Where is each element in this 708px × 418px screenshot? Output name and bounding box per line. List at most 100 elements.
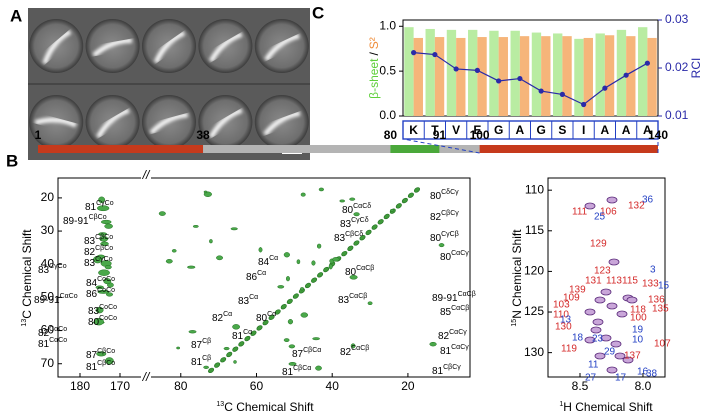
contour (103, 278, 112, 285)
peak-number: 81 (191, 357, 203, 368)
x-tick-label: A (516, 123, 525, 137)
label-text: C Chemical Shift (20, 229, 34, 319)
streak-line (208, 107, 243, 139)
peak-number: 80 (345, 267, 357, 278)
bar (553, 33, 563, 116)
peak-number: 80 (256, 313, 268, 324)
contour (268, 314, 275, 320)
contour (347, 245, 354, 251)
peak-number: 87 (191, 340, 203, 351)
peak-label: 103 (553, 300, 570, 311)
peak-label: 81Cβ (191, 355, 211, 367)
contour (214, 362, 221, 368)
contour (390, 209, 395, 212)
contour (203, 365, 209, 369)
peak-number: 86 (246, 272, 258, 283)
line-point (644, 60, 650, 66)
series-name: S² (367, 37, 381, 49)
peak-number: 80 (88, 317, 100, 328)
contour (104, 223, 113, 229)
peak-label: 86Cα (246, 270, 266, 282)
contour (230, 227, 238, 231)
peak-atoms: CαCβ (451, 305, 469, 312)
sequence-segment (390, 145, 440, 153)
bar (434, 37, 445, 116)
bar (541, 36, 551, 116)
bar (574, 38, 584, 116)
peak-number: 81 (440, 346, 452, 357)
label-separator: / (367, 52, 381, 56)
label-text: N Chemical Shift (510, 229, 524, 319)
contour (401, 197, 408, 204)
contour (283, 252, 290, 258)
peak-atoms: CγCo (49, 263, 67, 270)
contour (238, 341, 245, 347)
contour (226, 351, 233, 358)
contour (377, 219, 384, 225)
contour (318, 187, 324, 192)
peak-number: 83 (338, 295, 350, 306)
y2-tick-label: 0.02 (665, 60, 689, 74)
panel-label: C (312, 3, 324, 22)
contour (300, 287, 305, 291)
contour (95, 306, 104, 314)
peak-label: 83CγCδ (340, 217, 369, 229)
bar (477, 37, 487, 116)
contour (203, 190, 208, 194)
contour (96, 205, 110, 212)
contour (407, 192, 414, 198)
peak-label: 10 (632, 335, 644, 346)
contour (288, 344, 296, 349)
x-tick-label: 20 (401, 379, 415, 393)
peak-label: 89-91CβCo (63, 214, 107, 226)
contour (262, 319, 269, 326)
contour (258, 247, 263, 253)
peak-label: 83CoCo (88, 304, 117, 316)
contour (100, 241, 109, 247)
peak-atoms: CoCo (99, 315, 117, 322)
y-tick-label: 120 (524, 264, 544, 278)
residue-number: 38 (196, 128, 210, 142)
contour (349, 275, 358, 280)
peak-label: 80CαCβ (345, 265, 374, 277)
peak-label: 139 (569, 285, 586, 296)
peak-label: 89-91CαCβ (432, 291, 476, 303)
peak-label: 132 (628, 201, 645, 212)
peak-contour (592, 318, 604, 326)
peak-label: 89-91CαCo (34, 293, 78, 305)
contour (300, 312, 309, 318)
contour (232, 346, 239, 352)
peak-number: 89-91 (34, 295, 60, 306)
break-mark: // (142, 370, 151, 384)
peak-atoms: CαCo (60, 293, 78, 300)
peak-atoms: CαCβ (356, 265, 374, 272)
peak-atoms: CδCγ (441, 189, 459, 196)
line-point (602, 85, 608, 91)
peak-label: 81CαCγ (440, 344, 469, 356)
peak-label: 86CoCo (86, 287, 115, 299)
x-tick-label: V (452, 123, 460, 137)
contour (176, 346, 181, 350)
peak-label: 82CαCβ (340, 345, 369, 357)
peak-number: 81 (86, 362, 98, 373)
peak-label: 13 (560, 315, 572, 326)
peak-atoms: Cα (267, 311, 276, 318)
line-point (559, 91, 565, 97)
peak-number: 89-91 (63, 216, 89, 227)
peak-label: 81CβCγ (432, 364, 461, 376)
peak-label: 83Cα (238, 294, 258, 306)
peak-atoms: Cα (223, 311, 232, 318)
superscript: 13 (216, 401, 224, 408)
streak (96, 107, 130, 139)
peak-atoms: CγCβ (441, 231, 459, 238)
peak-label: 82CαCo (38, 326, 67, 338)
y-tick-label: 0.5 (379, 63, 396, 77)
streak (264, 33, 300, 62)
label-text: C Chemical Shift (224, 400, 314, 414)
x-tick-label: A (601, 123, 610, 137)
peak-contour (584, 308, 596, 316)
peak-label: 87CβCα (292, 347, 321, 359)
contour (93, 318, 104, 326)
peak-contour (608, 258, 620, 266)
superscript: 1 (559, 401, 563, 408)
